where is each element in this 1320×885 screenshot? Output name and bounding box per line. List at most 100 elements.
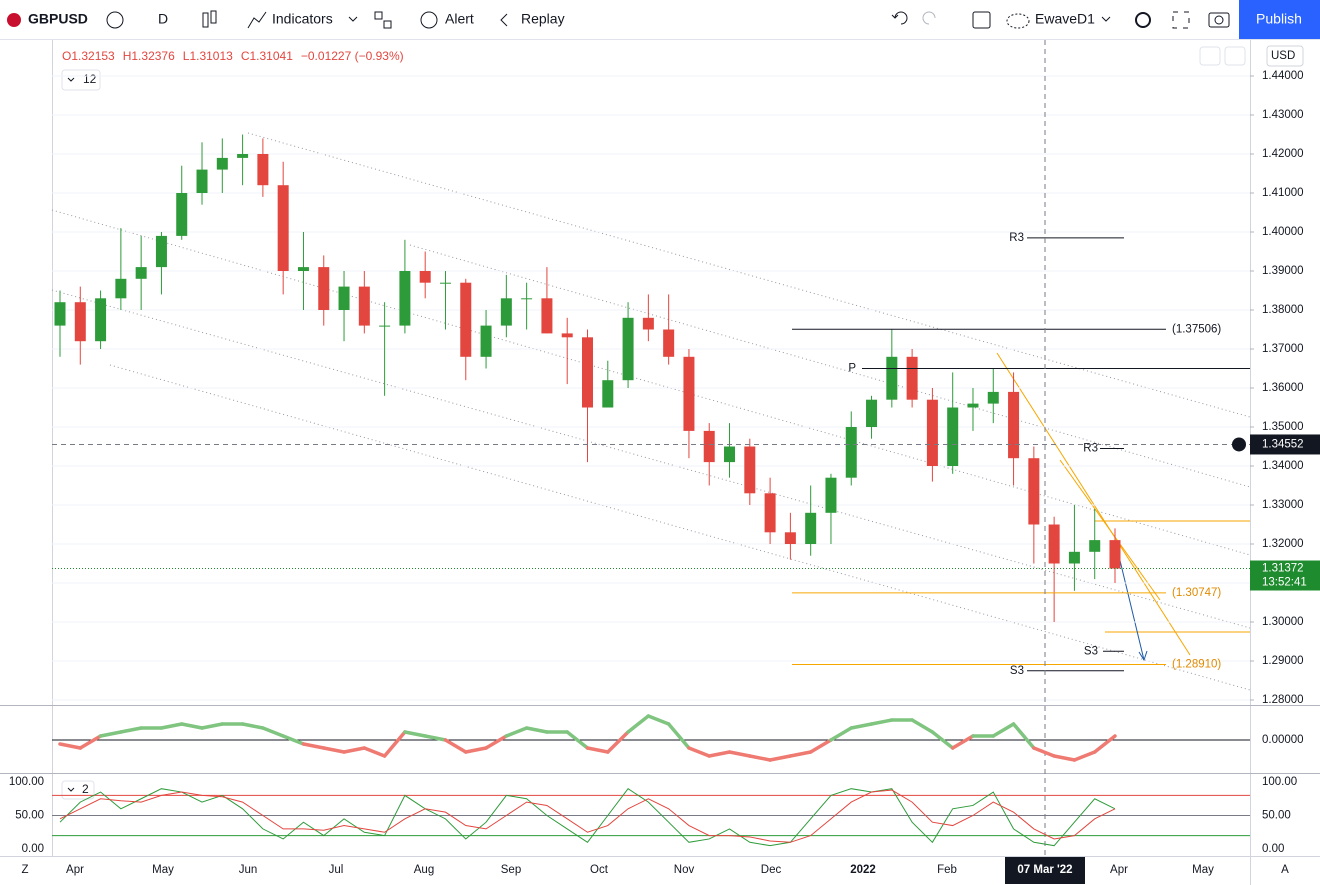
- crosshair-price-box: [1250, 434, 1320, 455]
- currency[interactable]: USD: [1271, 50, 1295, 62]
- oscillator-segment: [200, 722, 225, 730]
- y-tick-label-left: 0.00: [22, 843, 44, 855]
- y-tick-label: 1.42000: [1262, 148, 1304, 160]
- snapshot-icon[interactable]: [1208, 12, 1230, 28]
- interval[interactable]: D: [158, 11, 168, 27]
- ohlc-legend: O1.32153 H1.32376 L1.31013 C1.31041 −0.01227…: [62, 49, 404, 63]
- oscillator-segment: [1011, 722, 1036, 750]
- stochastic-line: [59, 788, 1116, 847]
- candle-body: [541, 298, 553, 334]
- currency-select[interactable]: [1266, 45, 1304, 67]
- alert-button[interactable]: Alert: [445, 11, 474, 27]
- replay-button[interactable]: Replay: [521, 11, 565, 27]
- y-tick-label: 1.36000: [1262, 382, 1304, 394]
- candle-body: [500, 298, 512, 326]
- y-tick-label: 1.40000: [1262, 226, 1304, 238]
- indicators-button[interactable]: Indicators: [272, 11, 333, 27]
- oscillator-segment: [403, 730, 427, 738]
- oscillator-segment: [322, 746, 346, 754]
- trend-line: [996, 352, 1191, 656]
- fullscreen-icon[interactable]: [1172, 11, 1190, 29]
- x-tick-label: Feb: [937, 864, 957, 876]
- oscillator-segment: [829, 726, 853, 742]
- level-label: (1.37506): [1172, 323, 1221, 335]
- level-label: S3: [1084, 645, 1098, 657]
- y-tick-label: 100.00: [1262, 776, 1297, 788]
- channel: [51, 132, 1251, 691]
- snapshot-icon: [1214, 15, 1224, 25]
- candle-body: [358, 286, 370, 326]
- x-tick-label: Apr: [66, 864, 84, 876]
- oscillator-segment: [504, 726, 529, 738]
- candle-body: [155, 235, 167, 268]
- oscillator-segment: [687, 746, 711, 758]
- layout-name[interactable]: EwaveD1: [1035, 11, 1095, 27]
- oscillator-segment: [301, 742, 326, 750]
- redo-icon[interactable]: [922, 11, 936, 25]
- fullscreen-select-icon[interactable]: [972, 11, 991, 29]
- candle-body: [987, 391, 999, 404]
- candle-body: [74, 302, 86, 342]
- crosshair-date: 07 Mar '22: [1017, 864, 1072, 876]
- stochastic-line: [59, 789, 1116, 843]
- candle-body: [642, 317, 654, 330]
- candle-body: [521, 298, 533, 300]
- y-tick-label: 1.33000: [1262, 499, 1304, 511]
- y-tick-label: 1.28000: [1262, 694, 1304, 706]
- candle-body: [460, 282, 472, 357]
- candle-body: [54, 302, 66, 326]
- dropdown-icon[interactable]: [1101, 16, 1111, 22]
- oscillator-segment: [524, 726, 549, 734]
- oscillator-segment: [119, 726, 143, 734]
- candle-body: [663, 329, 675, 357]
- templates-icon: [383, 20, 392, 29]
- oscillator-segment: [240, 722, 265, 730]
- candle-body: [277, 185, 289, 272]
- countdown: 13:52:41: [1262, 577, 1307, 589]
- oscillator-segment: [281, 734, 306, 746]
- settings-icon[interactable]: [1135, 12, 1151, 28]
- x-tick-label: Oct: [590, 864, 609, 876]
- candle-body: [845, 427, 857, 478]
- y-tick-label: 1.32000: [1262, 538, 1304, 550]
- collapse-button[interactable]: [61, 780, 95, 800]
- replay-icon: [500, 13, 508, 27]
- oscillator-segment: [788, 750, 813, 758]
- dropdown-icon[interactable]: [348, 16, 358, 22]
- candle-body: [1109, 540, 1121, 569]
- candle-body: [947, 407, 959, 467]
- publish-label[interactable]: Publish: [1256, 11, 1302, 27]
- x-tick-label: Dec: [761, 864, 782, 876]
- oscillator-segment: [1072, 750, 1097, 762]
- publish-button[interactable]: [1239, 0, 1320, 39]
- oscillator-segment: [626, 714, 651, 734]
- x-tick-label: Nov: [674, 864, 695, 876]
- crosshair-date-box: [1005, 857, 1085, 884]
- crosshair-price: 1.34552: [1262, 439, 1304, 451]
- level-label: P: [848, 363, 856, 375]
- compare-icon[interactable]: [106, 11, 124, 29]
- candle-body: [237, 153, 249, 158]
- y-tick-label: 1.35000: [1262, 421, 1304, 433]
- undo-icon[interactable]: [891, 11, 908, 25]
- templates-icon[interactable]: [374, 11, 383, 20]
- symbol[interactable]: GBPUSD: [28, 11, 88, 27]
- oscillator-segment: [98, 730, 123, 738]
- candle-body: [622, 317, 634, 381]
- oscillator-segment: [342, 746, 367, 754]
- chart-type-icon: [210, 10, 217, 24]
- zoom-button[interactable]: Z: [21, 864, 28, 876]
- level-label: (1.28910): [1172, 659, 1221, 671]
- symbol-flag: [7, 13, 21, 27]
- scroll-button[interactable]: [1199, 46, 1221, 66]
- oscillator-segment: [179, 722, 204, 730]
- candle-body: [967, 403, 979, 408]
- chart-type-icon[interactable]: [202, 12, 209, 28]
- reset-button[interactable]: [1224, 46, 1246, 66]
- candle-body: [602, 380, 614, 408]
- collapse-button[interactable]: [61, 69, 101, 91]
- x-tick-label: May: [1192, 864, 1214, 876]
- last-price-box: [1250, 560, 1320, 591]
- auto-scale-button[interactable]: A: [1281, 864, 1289, 876]
